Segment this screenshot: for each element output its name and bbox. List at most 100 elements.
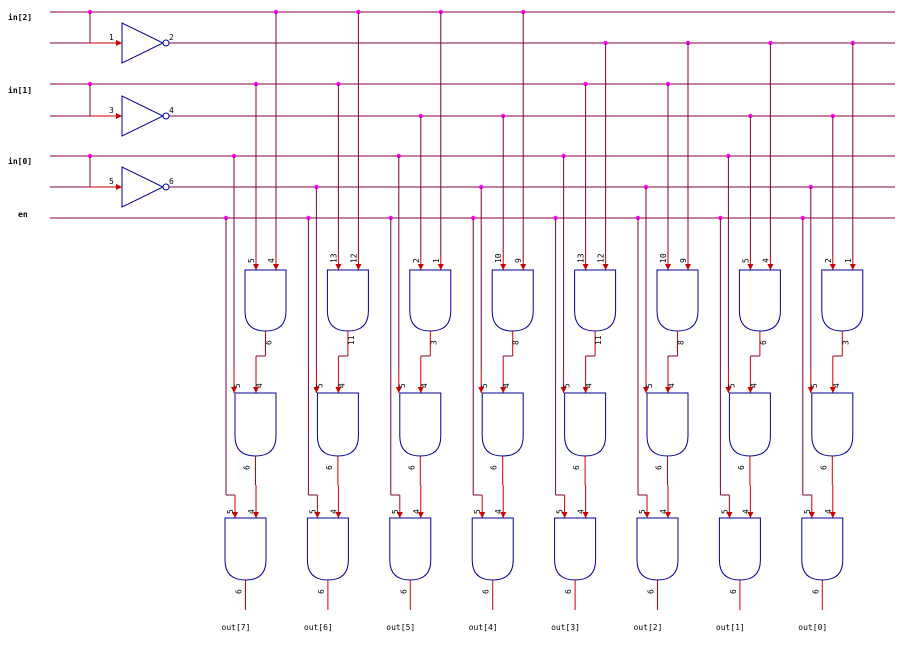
gate3-pin-out: 6 — [564, 589, 573, 594]
inverter-out-pin: 2 — [169, 33, 174, 42]
and-gate-stage3 — [306, 517, 349, 581]
inverter-in-pin: 1 — [109, 33, 114, 42]
gate2-pin-a: 5 — [480, 383, 489, 388]
pin-arrow — [665, 512, 671, 518]
pin-arrow — [808, 512, 815, 518]
pin-arrow — [582, 387, 589, 393]
gate2-pin-a: 5 — [810, 383, 819, 388]
pin-arrow — [643, 387, 649, 393]
pin-arrow — [116, 184, 122, 190]
and-gate-stage2 — [564, 392, 607, 457]
pin-arrow — [335, 512, 342, 518]
pin-arrow — [253, 387, 259, 393]
pin-arrow — [602, 264, 609, 270]
and-gate-stage1 — [656, 269, 699, 332]
gate1-pin-out: 3 — [429, 340, 438, 345]
gate2-pin-out: 6 — [737, 465, 746, 470]
gate3-pin-out: 6 — [399, 589, 408, 594]
pin-arrow — [849, 264, 856, 270]
and-gate-stage1 — [491, 269, 534, 332]
pin-arrow — [395, 387, 402, 393]
gate1-pin-b: 4 — [761, 258, 770, 263]
gate3-pin-a: 5 — [226, 509, 235, 514]
gate2-pin-a: 5 — [645, 383, 654, 388]
output-label: out[6] — [304, 623, 333, 632]
gate2-pin-out: 6 — [655, 465, 664, 470]
pin-arrow — [747, 264, 754, 270]
gate3-pin-a: 5 — [720, 509, 729, 514]
and-gate-stage1 — [821, 269, 864, 332]
pin-arrow — [273, 264, 279, 270]
gate2-pin-out: 6 — [819, 465, 828, 470]
gate1-pin-b: 12 — [597, 253, 606, 263]
gate2-pin-b: 4 — [832, 383, 841, 388]
gate2-pin-a: 5 — [233, 383, 242, 388]
gate3-pin-b: 4 — [329, 509, 338, 514]
pin-arrow — [685, 264, 691, 270]
gate1-pin-out: 8 — [512, 340, 521, 345]
gate2-pin-a: 5 — [563, 383, 572, 388]
pin-arrow — [313, 387, 320, 393]
gate3-pin-out: 6 — [729, 589, 738, 594]
pin-arrow — [829, 264, 836, 270]
and-gate-stage2 — [811, 392, 854, 457]
pin-arrow — [314, 512, 321, 518]
gate1-pin-a: 5 — [741, 258, 750, 263]
gate1-pin-out: 3 — [841, 340, 850, 345]
gate1-pin-b: 9 — [514, 258, 523, 263]
pin-arrow — [726, 512, 733, 518]
pin-arrow — [725, 387, 732, 393]
and-gate-stage2 — [399, 392, 442, 457]
gate2-pin-out: 6 — [490, 465, 499, 470]
pin-arrow — [560, 387, 567, 393]
pin-arrow — [417, 264, 424, 270]
output-label: out[2] — [634, 623, 663, 632]
pin-arrow — [767, 264, 774, 270]
pin-arrow — [561, 512, 568, 518]
pin-arrow — [335, 387, 342, 393]
pin-arrow — [500, 264, 507, 270]
gate1-pin-b: 12 — [349, 253, 358, 263]
pin-arrow — [665, 387, 671, 393]
gate3-pin-a: 5 — [308, 509, 317, 514]
and-gate-stage2 — [728, 392, 771, 457]
pin-arrow — [335, 264, 342, 270]
pin-arrow — [807, 387, 814, 393]
inverter-bubble — [162, 183, 170, 191]
gate2-pin-b: 4 — [255, 383, 264, 388]
gate2-pin-b: 4 — [420, 383, 429, 388]
inverter-out-pin: 4 — [169, 106, 174, 115]
gate1-pin-a: 13 — [577, 253, 586, 263]
gate3-pin-a: 5 — [473, 509, 482, 514]
gate2-pin-b: 4 — [585, 383, 594, 388]
and-gate-stage3 — [554, 517, 597, 581]
and-gate-stage1 — [574, 269, 617, 332]
gate1-pin-out: 6 — [759, 340, 768, 345]
output-label: out[7] — [222, 623, 251, 632]
pin-arrow — [500, 512, 507, 518]
pin-arrow — [116, 113, 122, 119]
label-in1: in[1] — [8, 85, 32, 95]
gate3-pin-b: 4 — [659, 509, 668, 514]
pin-arrow — [582, 264, 589, 270]
pin-arrow — [747, 387, 754, 393]
pin-arrow — [500, 387, 507, 393]
pin-arrow — [116, 40, 122, 46]
and-gate-stage2 — [316, 392, 359, 457]
pin-arrow — [232, 512, 238, 518]
gate2-pin-out: 6 — [325, 465, 334, 470]
and-gate-stage1 — [409, 269, 452, 332]
and-gate-stage3 — [636, 517, 679, 581]
gate2-pin-out: 6 — [243, 465, 252, 470]
gate2-pin-b: 4 — [502, 383, 511, 388]
and-gate-stage1 — [738, 269, 781, 332]
gate2-pin-b: 4 — [337, 383, 346, 388]
pin-arrow — [253, 512, 259, 518]
gate3-pin-a: 5 — [391, 509, 400, 514]
pin-arrow — [437, 264, 444, 270]
label-en: en — [18, 210, 28, 219]
and-gate-stage1 — [244, 269, 287, 332]
and-gate-stage3 — [389, 517, 432, 581]
gate3-pin-out: 6 — [811, 589, 820, 594]
gate3-pin-out: 6 — [235, 589, 244, 594]
